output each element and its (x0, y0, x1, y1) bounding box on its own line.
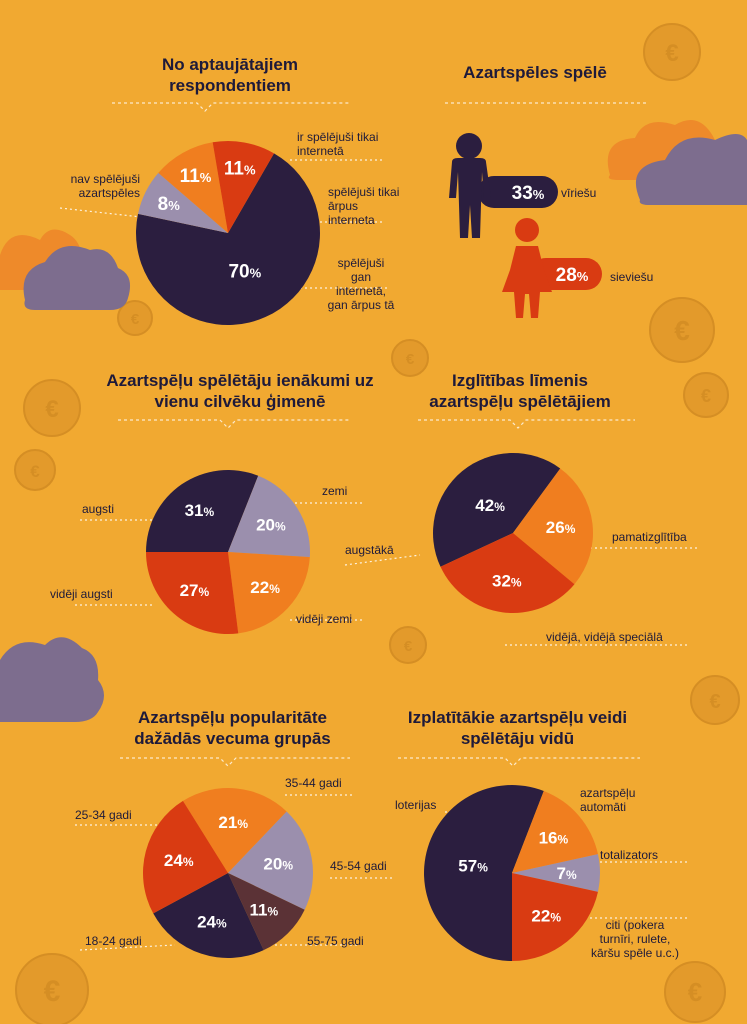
euro-coin-icon (649, 297, 715, 363)
title-gambling: Azartspēles spēlē (463, 63, 607, 82)
euro-coin-icon (690, 675, 740, 725)
legend-label: vidējā, vidējā speciālā (546, 630, 663, 644)
legend-label: loterijas (395, 798, 437, 812)
title-respondents: No aptaujātajiem respondentiem (161, 55, 299, 95)
euro-coin-icon (664, 961, 726, 1023)
svg-text:€: € (406, 351, 415, 368)
svg-text:€: € (665, 40, 678, 67)
euro-coin-icon (15, 953, 89, 1024)
legend-label: totalizators (600, 848, 659, 862)
svg-text:€: € (45, 396, 58, 423)
euro-coin-icon (643, 23, 701, 81)
legend-label: 25-34 gadi (75, 808, 132, 822)
legend-label: vidēji augsti (50, 587, 113, 601)
legend-label: 55-75 gadi (307, 934, 364, 948)
svg-text:€: € (131, 311, 140, 328)
euro-coin-icon (14, 449, 56, 491)
euro-coin-icon (683, 372, 729, 418)
svg-text:€: € (404, 638, 413, 655)
svg-text:€: € (709, 691, 720, 713)
legend-label: zemi (322, 484, 348, 498)
euro-coin-icon (389, 626, 427, 664)
cloud-icon (0, 637, 104, 722)
legend-label: vīriešu (561, 186, 597, 200)
title-age: Azartspēļu popularitāte dažādās vecuma g… (134, 708, 331, 748)
legend-label: ir spēlējuši tikai internetā (297, 130, 379, 158)
title-education: Izglītības līmenis azartspēļu spēlētājie… (429, 371, 611, 411)
legend-label: 18-24 gadi (85, 934, 142, 948)
legend-label: citi (pokera turnīri, rulete, kāršu spēl… (590, 918, 680, 960)
svg-text:€: € (30, 462, 40, 481)
legend-label: 35-44 gadi (285, 776, 342, 790)
svg-text:€: € (688, 977, 702, 1007)
legend-label: azartspēļu automāti (580, 786, 636, 814)
legend-label: 45-54 gadi (330, 859, 387, 873)
legend-label: vidēji zemi (296, 612, 353, 626)
legend-label: augstākā (345, 543, 394, 557)
title-types: Izplatītākie azartspēļu veidi spēlētāju … (407, 708, 628, 748)
cloud-icon (607, 120, 747, 205)
legend-label: nav spēlējuši azartspēles (70, 172, 140, 200)
legend-label: sieviešu (610, 270, 654, 284)
cloud-icon (0, 229, 131, 310)
euro-coin-icon (23, 379, 81, 437)
legend-label: augsti (82, 502, 115, 516)
legend-label: spēlējuši tikai ārpus interneta (328, 185, 400, 227)
legend-label: spēlējuši gan internetā, gan ārpus tā (327, 256, 395, 312)
euro-coin-icon (391, 339, 429, 377)
svg-text:€: € (44, 975, 61, 1008)
legend-label: pamatizglītība (612, 530, 687, 544)
svg-text:€: € (701, 386, 711, 406)
title-income: Azartspēļu spēlētāju ienākumi uz vienu c… (106, 371, 374, 411)
svg-text:€: € (674, 315, 690, 346)
